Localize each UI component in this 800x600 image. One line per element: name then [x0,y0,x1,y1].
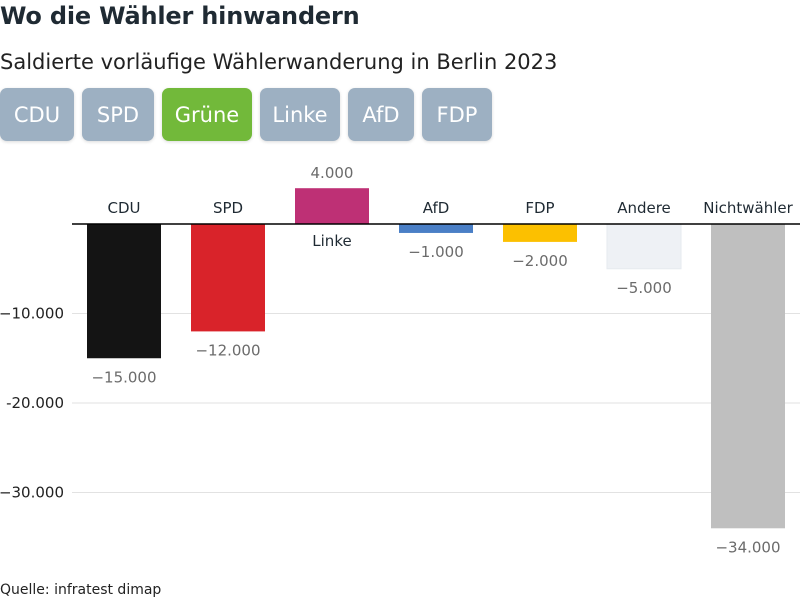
category-label: Andere [617,199,671,217]
source-note: Quelle: infratest dimap [0,582,162,598]
value-label: −12.000 [195,341,260,359]
category-label: FDP [525,199,554,217]
tab-gruene[interactable]: Grüne [162,88,252,141]
category-label: SPD [213,199,243,217]
bar [399,224,473,233]
value-label: −34.000 [715,538,780,556]
page-subtitle: Saldierte vorläufige Wählerwanderung in … [0,50,558,74]
category-label: Nichtwähler [703,199,793,217]
y-tick-label: −10.000 [0,305,64,323]
bar [503,224,577,242]
tab-fdp[interactable]: FDP [422,88,492,141]
value-label: −1.000 [408,243,464,261]
bar [191,224,265,332]
tab-cdu[interactable]: CDU [0,88,74,141]
bar [606,223,682,270]
page-title: Wo die Wähler hinwandern [0,2,360,30]
value-label: −2.000 [512,252,568,270]
migration-bar-chart: −10.000 -20.000 −30.000 CDU −15.000 SPD −12.00… [0,164,800,556]
y-tick-label: −30.000 [0,484,64,502]
category-label: Linke [312,232,351,250]
y-tick-label: -20.000 [6,394,64,412]
category-label: AfD [423,199,450,217]
category-label: CDU [107,199,140,217]
tab-linke[interactable]: Linke [260,88,340,141]
tab-spd[interactable]: SPD [82,88,154,141]
bar [295,188,369,224]
tab-afd[interactable]: AfD [348,88,414,141]
bar [87,224,161,359]
value-label: 4.000 [311,164,354,182]
value-label: −15.000 [91,368,156,386]
bar [711,224,785,529]
value-label: −5.000 [616,279,672,297]
